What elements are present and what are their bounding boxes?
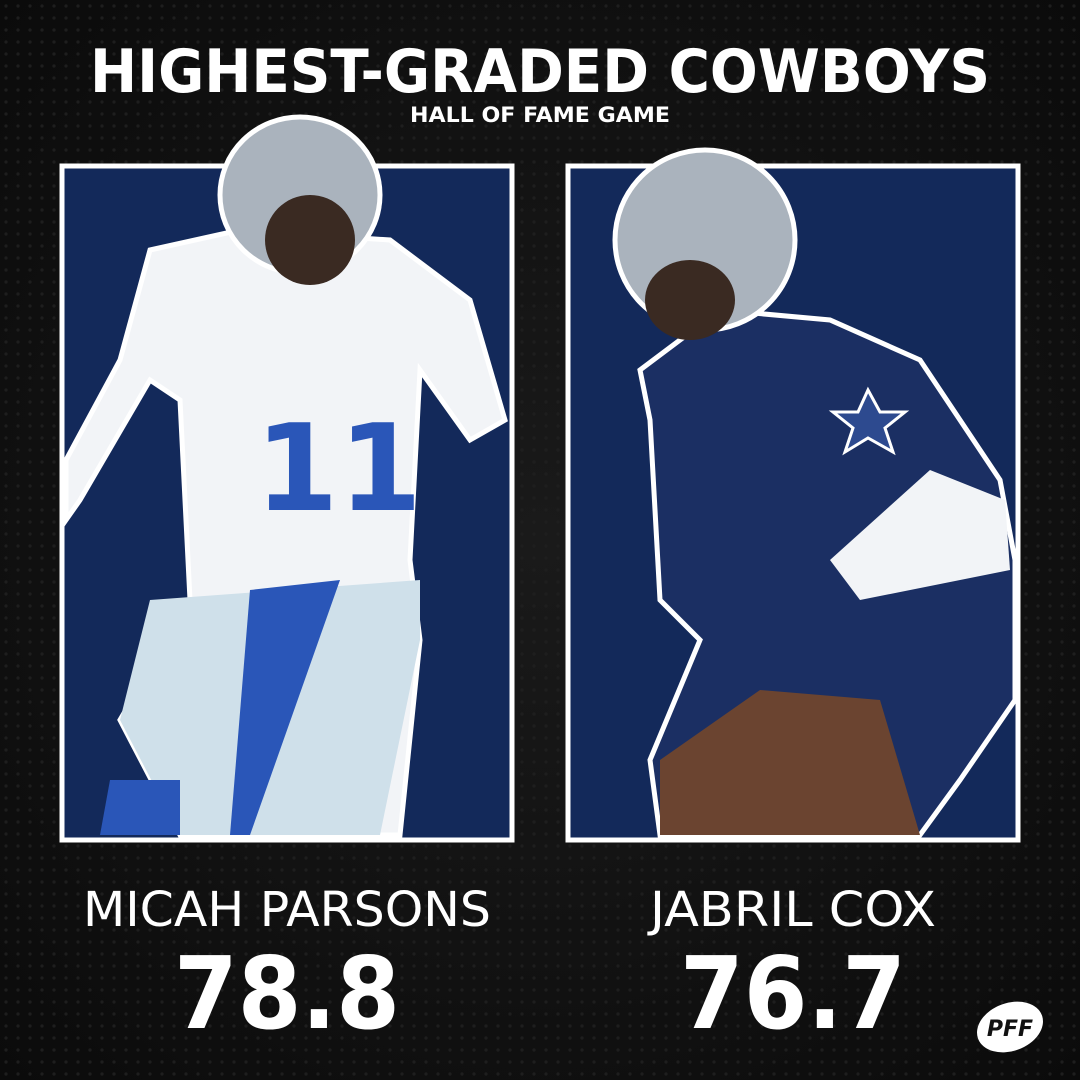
jersey-number: 11 [255,400,422,539]
player-grade: 78.8 [174,935,400,1052]
player-grade: 76.7 [680,935,906,1052]
subtitle: HALL OF FAME GAME [410,103,670,127]
player-name: JABRIL COX [647,882,936,938]
title: HIGHEST-GRADED COWBOYS [90,37,990,107]
player-photo [612,147,1018,838]
logo: PFF [977,1001,1043,1053]
player-name: MICAH PARSONS [83,882,491,938]
player-panel [565,147,1021,843]
logo-text: PFF [987,1017,1033,1042]
player-panel: 11 [59,114,515,843]
player-photo: 11 [63,114,508,838]
